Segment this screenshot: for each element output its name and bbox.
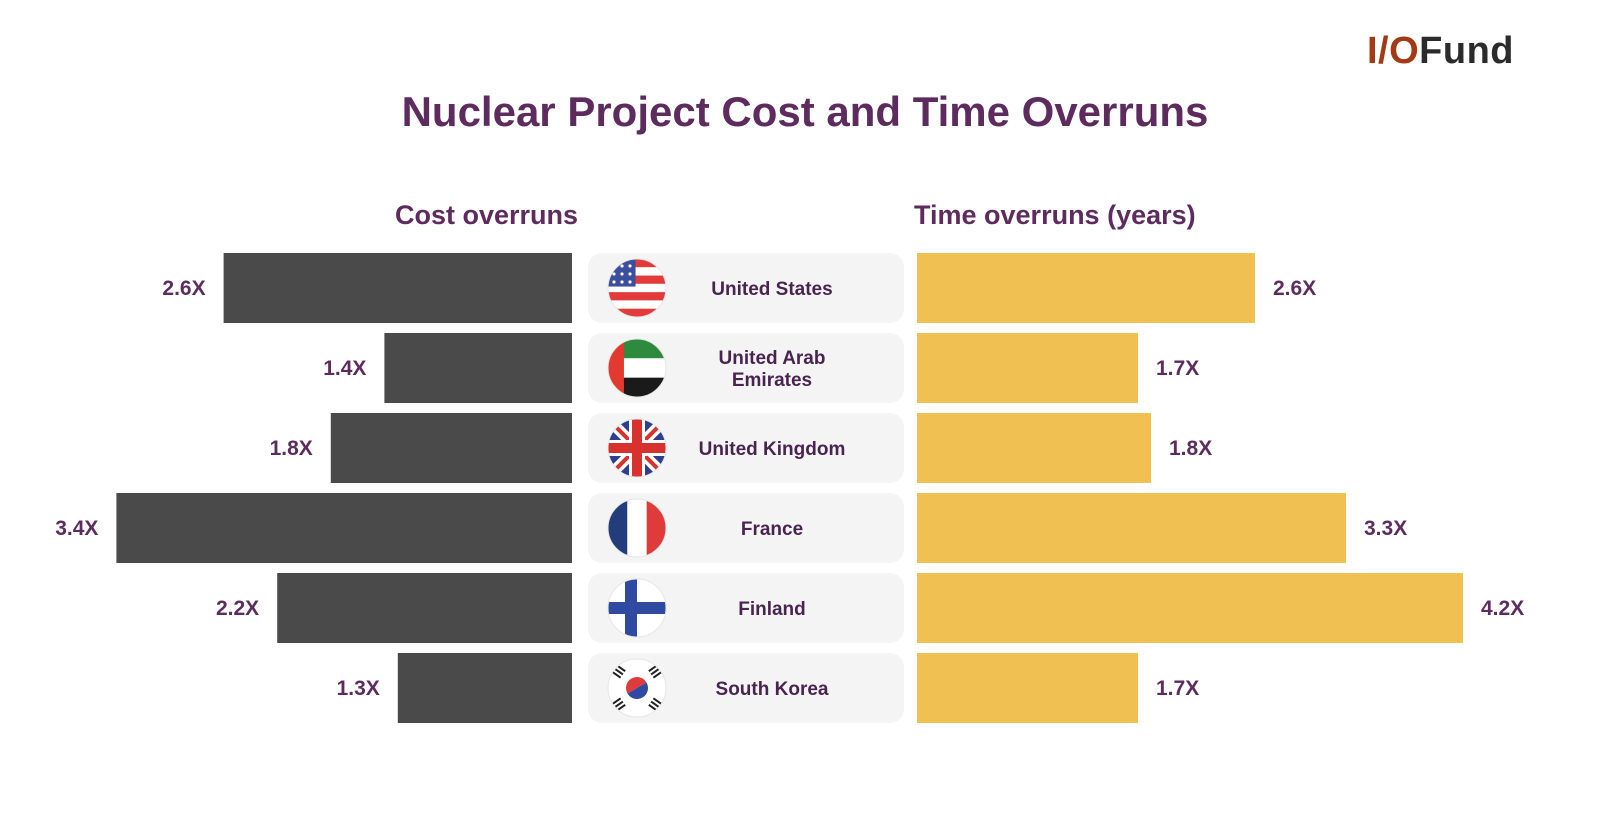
country-label-box: [588, 653, 904, 723]
time-bar: [917, 253, 1255, 323]
cost-bar: [116, 493, 573, 563]
country-label-box: [588, 493, 904, 563]
time-value-label: 2.6X: [1273, 277, 1316, 300]
country-label-box: [588, 253, 904, 323]
country-label: South Korea: [716, 679, 829, 700]
io-fund-logo: I/OFund: [1367, 30, 1514, 73]
country-label-box: [588, 573, 904, 643]
country-label: France: [741, 519, 803, 540]
time-bar: [917, 573, 1463, 643]
country-label-box: [588, 413, 904, 483]
cost-value-label: 1.4X: [323, 357, 366, 380]
chart-title: Nuclear Project Cost and Time Overruns: [401, 88, 1209, 135]
time-panel-title: Time overruns (years): [914, 200, 1196, 230]
cost-value-label: 2.6X: [162, 277, 205, 300]
logo-suffix: Fund: [1419, 30, 1514, 72]
cost-value-label: 1.3X: [337, 677, 380, 700]
country-label-box: [588, 333, 904, 403]
cost-value-label: 3.4X: [55, 517, 98, 540]
time-bar: [917, 333, 1138, 403]
country-label: United Arab: [719, 348, 826, 369]
france-flag-icon: [607, 498, 667, 558]
cost-bar: [384, 333, 572, 403]
time-value-label: 4.2X: [1481, 597, 1524, 620]
us-flag-icon: [607, 258, 667, 318]
south-korea-flag-icon: [607, 658, 667, 718]
uae-flag-icon: [607, 338, 667, 398]
country-label: Emirates: [732, 370, 812, 391]
country-label: United States: [711, 279, 832, 300]
cost-bar: [277, 573, 572, 643]
uk-flag-icon: [607, 418, 667, 478]
cost-bar: [330, 413, 572, 483]
time-value-label: 1.7X: [1156, 677, 1199, 700]
time-value-label: 3.3X: [1364, 517, 1407, 540]
cost-value-label: 1.8X: [270, 437, 313, 460]
time-value-label: 1.8X: [1169, 437, 1212, 460]
time-bar: [917, 413, 1151, 483]
cost-value-label: 2.2X: [216, 597, 259, 620]
time-value-label: 1.7X: [1156, 357, 1199, 380]
time-bar: [917, 493, 1346, 563]
country-label: Finland: [738, 599, 806, 620]
logo-prefix: I/O: [1366, 30, 1420, 72]
cost-bar: [223, 253, 572, 323]
country-label: United Kingdom: [699, 439, 846, 460]
time-bar: [917, 653, 1138, 723]
cost-panel-title: Cost overruns: [395, 200, 579, 230]
finland-flag-icon: [607, 578, 667, 638]
cost-bar: [397, 653, 572, 723]
